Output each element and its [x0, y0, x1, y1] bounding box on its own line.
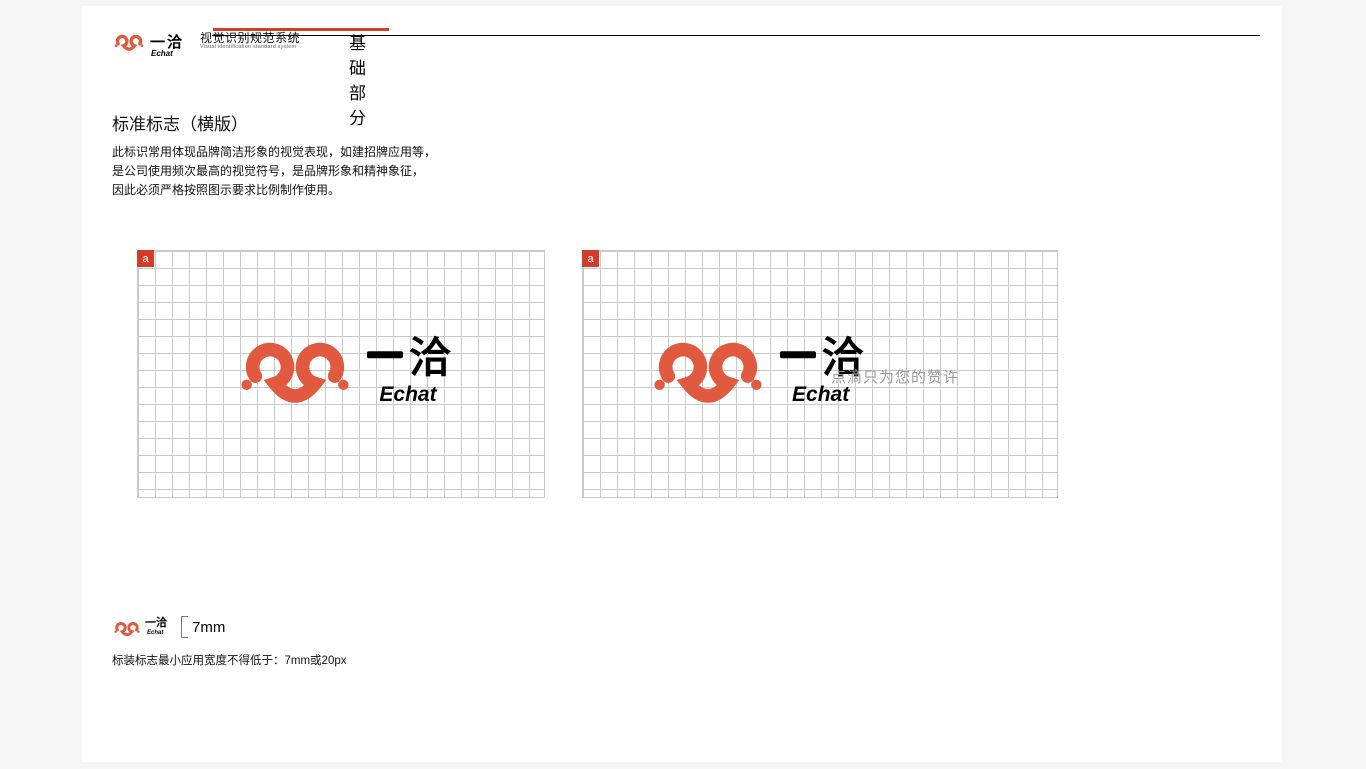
logo-cn-row: 洽 — [367, 324, 449, 385]
intro-line: 是公司使用频次最高的视觉符号，是品牌形象和精神象征， — [112, 162, 436, 181]
footer-logo-row: 一洽 Echat 7mm — [112, 616, 347, 638]
header: 一 洽 Echat 视觉识别规范系统 Visual identification… — [112, 30, 300, 52]
header-red-underline — [213, 28, 389, 31]
header-subtitle-en: Visual identification standard system — [200, 45, 300, 51]
footer-brand-text: 一洽 Echat — [145, 618, 167, 636]
logo-text-block: 洽 Echat — [367, 324, 449, 407]
intro-block: 标准标志（横版） 此标识常用体现品牌简洁形象的视觉表现，如建招牌应用等， 是公司… — [112, 110, 436, 201]
footer-min-size-value: 7mm — [192, 619, 225, 636]
grid-unit-label: a — [582, 250, 599, 267]
footer-brand-en: Echat — [147, 630, 167, 636]
header-brand-en: Echat — [151, 49, 173, 58]
header-rule — [212, 35, 1260, 36]
wave-logo-icon — [112, 618, 142, 637]
intro-line: 此标识常用体现品牌简洁形象的视觉表现，如建招牌应用等， — [112, 143, 436, 162]
page: 一 洽 Echat 视觉识别规范系统 Visual identification… — [82, 6, 1282, 762]
grid-panel-right: a 洽 Echat 点滴只为您的赞许 — [582, 250, 1058, 498]
footer-brand-char: 洽 — [156, 617, 167, 629]
logo-dash-icon — [780, 351, 816, 358]
logo-dash-icon — [367, 351, 403, 358]
wave-logo-icon — [112, 30, 146, 52]
logo-tagline: 点滴只为您的赞许 — [831, 366, 959, 387]
wave-logo-icon — [646, 327, 770, 405]
logo-lockup: 洽 Echat — [646, 324, 862, 407]
logo-lockup: 洽 Echat — [233, 324, 449, 407]
intro-line: 因此必须严格按照图示要求比例制作使用。 — [112, 181, 436, 200]
logo-cn-char: 洽 — [409, 324, 449, 385]
footer-note: 标装标志最小应用宽度不得低于：7mm或20px — [112, 652, 347, 668]
footer-block: 一洽 Echat 7mm 标装标志最小应用宽度不得低于：7mm或20px — [112, 616, 347, 668]
grid-panel-left: a 洽 Echat — [137, 250, 545, 498]
header-subtitle-cn: 视觉识别规范系统 — [200, 32, 300, 44]
wave-logo-icon — [233, 327, 357, 405]
intro-title: 标准标志（横版） — [112, 110, 436, 135]
grid-unit-label: a — [137, 250, 154, 267]
logo-en-name: Echat — [379, 383, 436, 407]
header-logo-mark — [112, 30, 146, 52]
intro-body: 此标识常用体现品牌简洁形象的视觉表现，如建招牌应用等， 是公司使用频次最高的视觉… — [112, 143, 436, 201]
height-bracket-icon — [181, 616, 182, 638]
footer-brand-cn: 一洽 — [145, 618, 167, 629]
